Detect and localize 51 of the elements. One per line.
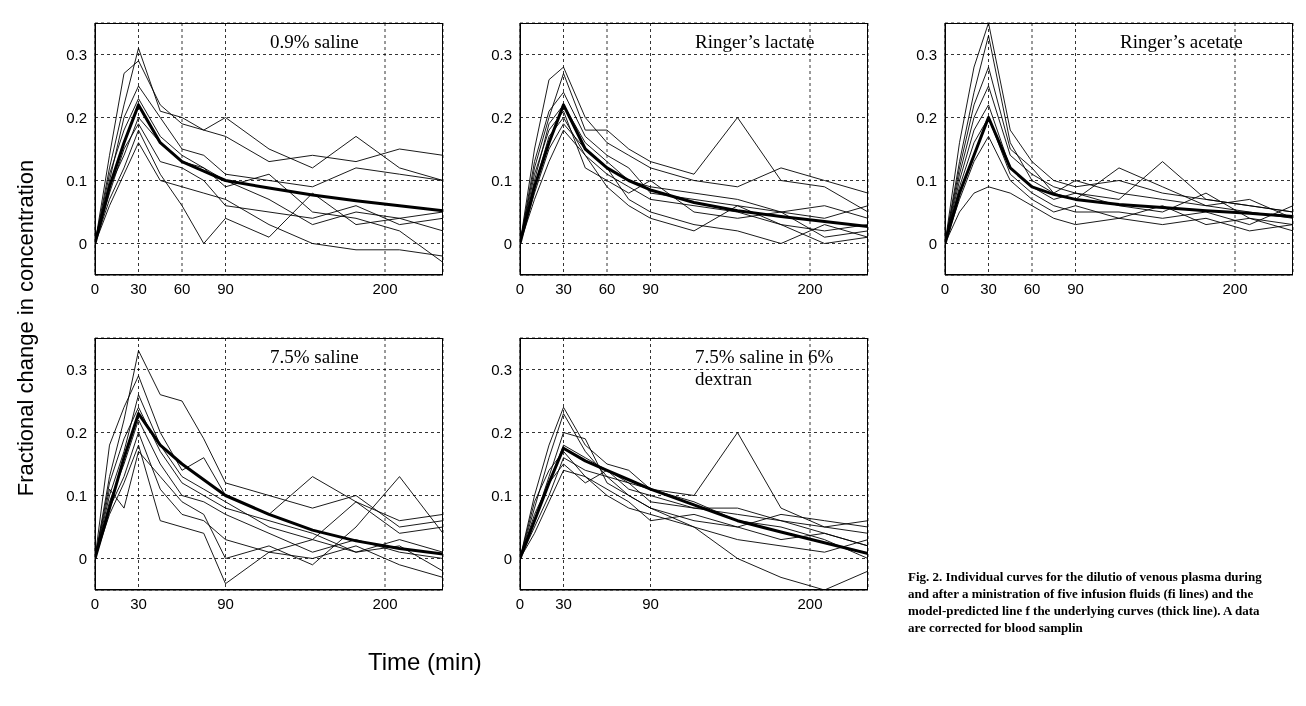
- x-tick-label: 0: [90, 594, 100, 612]
- x-tick-label: 200: [372, 279, 398, 297]
- x-tick-label: 30: [555, 279, 572, 297]
- y-tick-label: 0.3: [491, 360, 512, 378]
- y-tick-label: 0.1: [491, 171, 512, 189]
- y-tick-label: 0.2: [66, 108, 87, 126]
- chart-title: Ringer’s acetate: [1120, 31, 1243, 53]
- y-tick-label: 0.2: [491, 108, 512, 126]
- x-tick-label: 0: [515, 279, 525, 297]
- y-tick-label: 0.1: [66, 171, 87, 189]
- x-tick-label: 90: [217, 279, 234, 297]
- x-tick-label: 90: [217, 594, 234, 612]
- x-tick-label: 90: [642, 279, 659, 297]
- x-tick-label: 90: [642, 594, 659, 612]
- y-tick-label: 0: [503, 549, 512, 567]
- x-axis-title: Time (min): [368, 648, 482, 676]
- x-tick-label: 30: [130, 594, 147, 612]
- y-tick-label: 0.3: [66, 45, 87, 63]
- text: 7.5% saline in 6% dextran: [695, 346, 835, 390]
- y-tick-label: 0.1: [66, 486, 87, 504]
- x-tick-label: 200: [797, 594, 823, 612]
- x-tick-label: 0: [515, 594, 525, 612]
- chart-title: 7.5% saline: [270, 346, 359, 368]
- y-tick-label: 0.3: [491, 45, 512, 63]
- y-tick-label: 0.2: [916, 108, 937, 126]
- chart-title: Ringer’s lactate: [695, 31, 815, 53]
- y-tick-label: 0: [928, 234, 937, 252]
- x-tick-label: 60: [1023, 279, 1041, 297]
- y-tick-label: 0.3: [916, 45, 937, 63]
- y-tick-label: 0.2: [491, 423, 512, 441]
- y-tick-label: 0.2: [66, 423, 87, 441]
- caption: Fig. 2. Individual curves for the dilutio of venous plasma during and after a ministration of five infusion fluids (fi lines) and the model-predicted line f the underlying curves (thick line). A data are corrected for blood samplin: [908, 568, 1263, 636]
- y-tick-label: 0.3: [66, 360, 87, 378]
- x-tick-label: 0: [90, 279, 100, 297]
- x-tick-label: 30: [555, 594, 572, 612]
- y-axis-title: Fractional change in concentration: [13, 159, 39, 497]
- y-tick-label: 0: [78, 234, 87, 252]
- x-tick-label: 200: [1222, 279, 1248, 297]
- x-tick-label: 200: [372, 594, 398, 612]
- y-tick-label: 0: [78, 549, 87, 567]
- y-tick-label: 0.1: [916, 171, 937, 189]
- x-tick-label: 200: [797, 279, 823, 297]
- x-tick-label: 60: [173, 279, 191, 297]
- chart-title: 0.9% saline: [270, 31, 359, 53]
- x-tick-label: 30: [130, 279, 147, 297]
- x-tick-label: 90: [1067, 279, 1084, 297]
- x-tick-label: 0: [940, 279, 950, 297]
- x-tick-label: 60: [598, 279, 616, 297]
- y-tick-label: 0.1: [491, 486, 512, 504]
- y-tick-label: 0: [503, 234, 512, 252]
- x-tick-label: 30: [980, 279, 997, 297]
